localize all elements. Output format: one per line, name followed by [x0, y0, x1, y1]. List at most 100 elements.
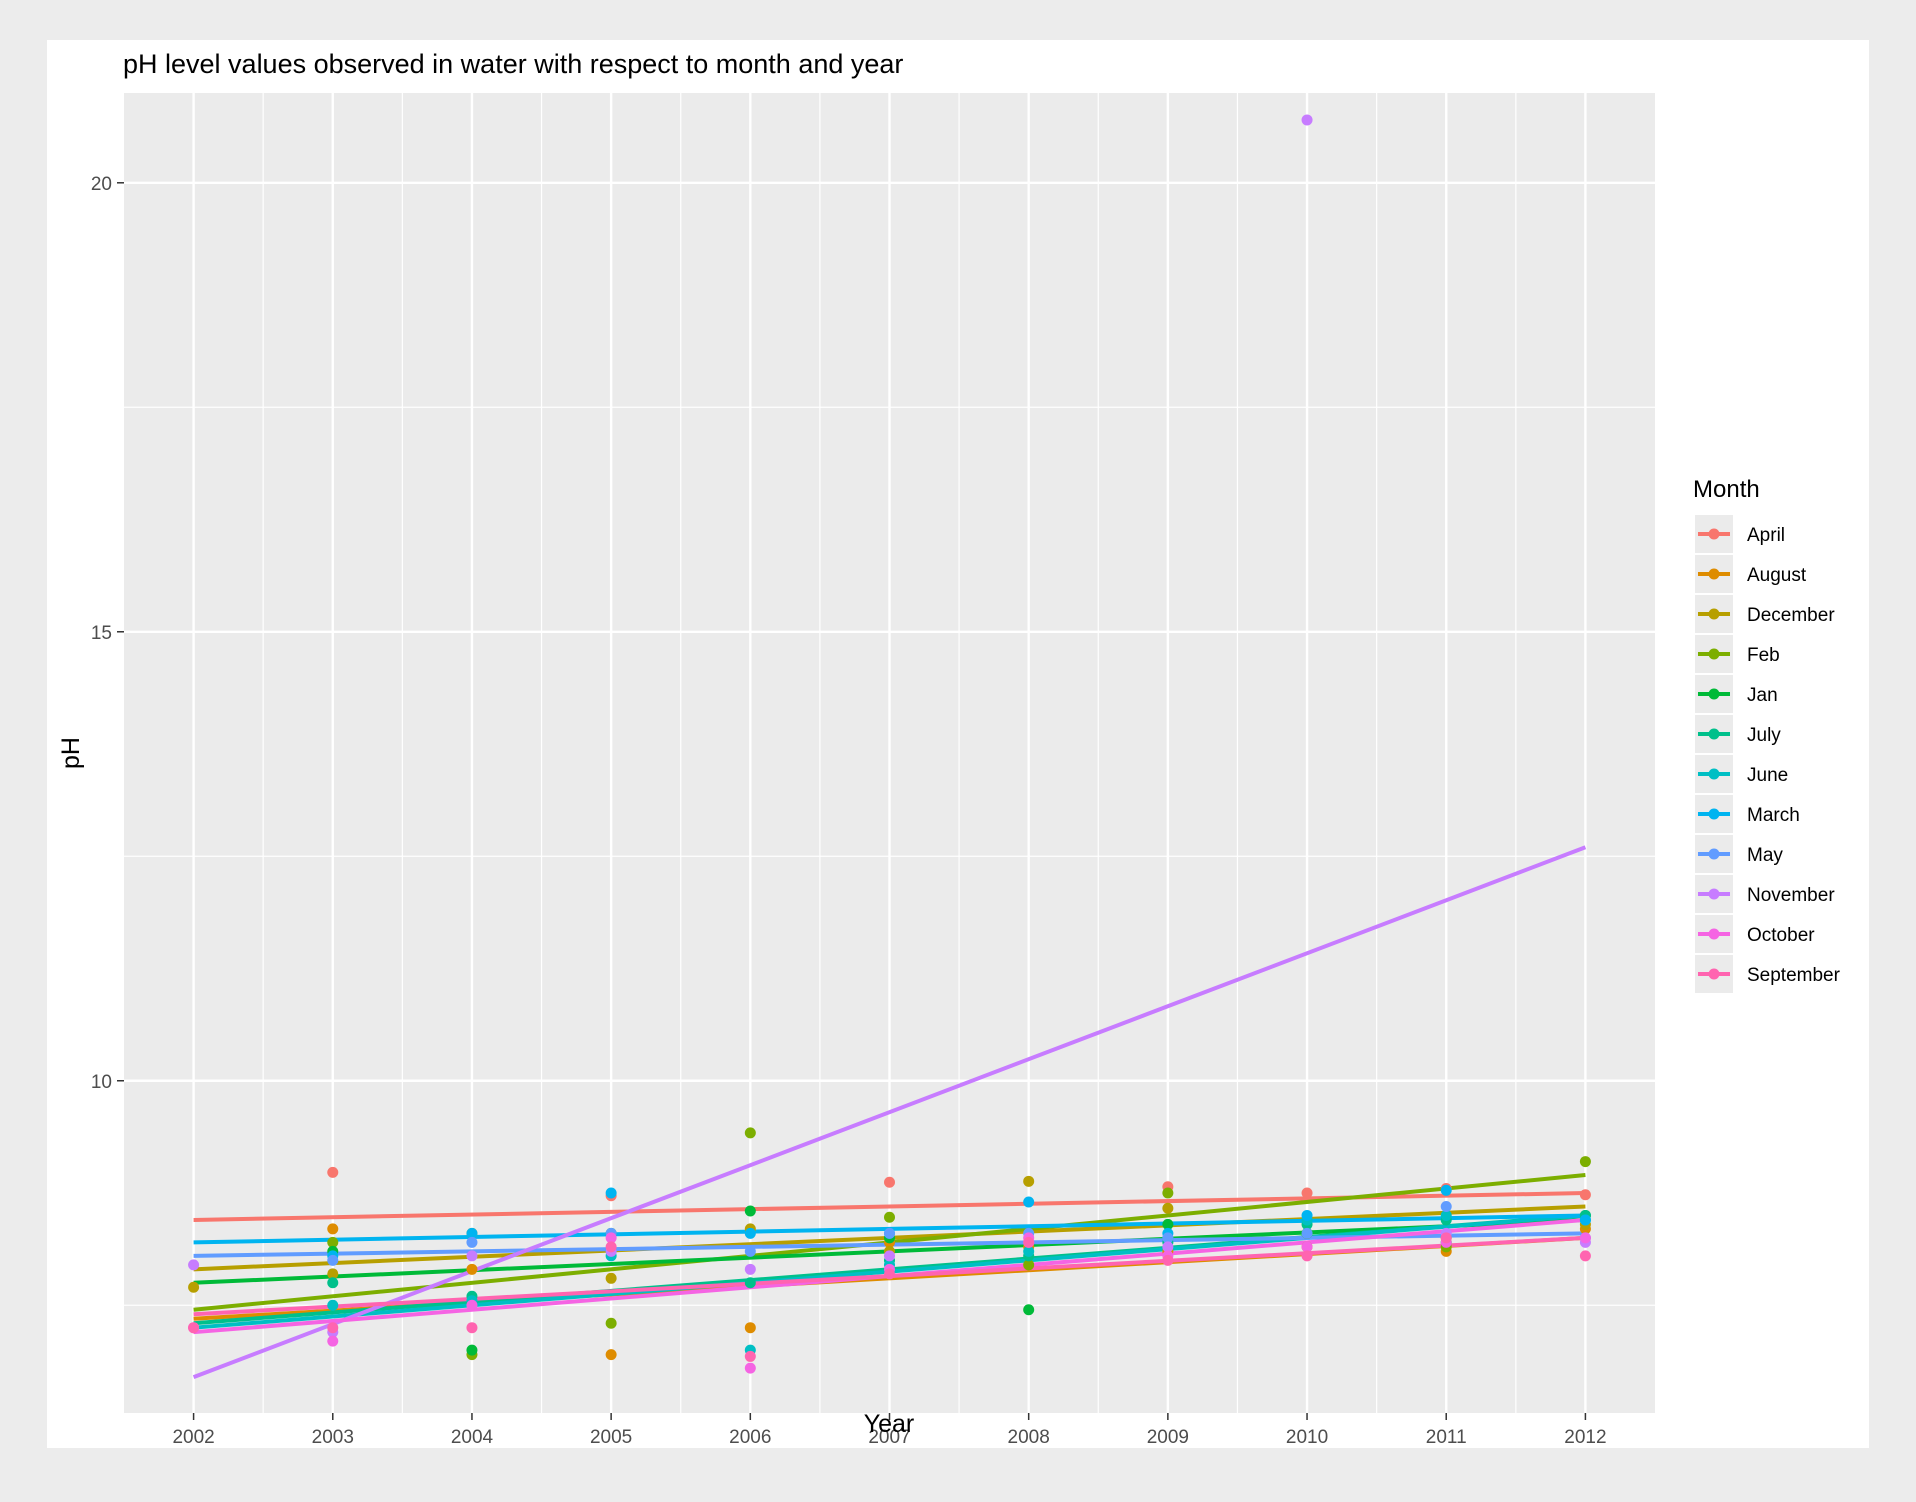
y-tick-label: 15 [91, 623, 112, 644]
legend-label: May [1747, 845, 1783, 866]
x-tick-label: 2007 [868, 1427, 910, 1448]
x-tick-label: 2011 [1426, 1427, 1467, 1448]
data-point-october [744, 1362, 756, 1374]
legend-item-march: March [1695, 795, 1800, 833]
data-point-october [605, 1232, 617, 1244]
legend-key-point [1708, 928, 1720, 940]
data-point-november [188, 1259, 200, 1271]
data-point-may [1162, 1232, 1174, 1244]
data-point-feb [744, 1127, 756, 1139]
data-point-september [1023, 1236, 1035, 1248]
data-point-may [327, 1254, 339, 1266]
legend-label: Jan [1747, 685, 1778, 706]
trend-line-november [192, 845, 1587, 1379]
chart-title: pH level values observed in water with r… [123, 49, 903, 79]
legend-item-feb: Feb [1695, 635, 1780, 673]
data-point-jan [1162, 1218, 1174, 1230]
legend-key-point [1708, 568, 1720, 580]
data-point-july [327, 1277, 339, 1289]
legend-label: August [1747, 565, 1807, 586]
data-point-feb [1579, 1156, 1591, 1168]
data-point-november [744, 1263, 756, 1275]
legend-key-point [1708, 608, 1720, 620]
legend-item-october: October [1695, 915, 1815, 953]
legend-label: December [1747, 605, 1835, 626]
data-point-march [1579, 1214, 1591, 1226]
data-point-jan [744, 1205, 756, 1217]
legend-key-point [1708, 968, 1720, 980]
data-point-feb [327, 1236, 339, 1248]
data-point-december [188, 1281, 200, 1293]
axis-ticks: 2002 2003 2004 2005 2006 2007 2008 2009 2010 2011… [91, 174, 1607, 1448]
legend-item-september: September [1695, 955, 1841, 993]
data-point-august [605, 1349, 617, 1361]
data-point-feb [1023, 1259, 1035, 1271]
legend-item-april: April [1695, 515, 1785, 553]
data-point-march [1023, 1196, 1035, 1208]
x-tick-label: 2004 [451, 1427, 494, 1448]
legend-item-may: May [1695, 835, 1783, 873]
data-point-september [1301, 1250, 1313, 1262]
x-tick-label: 2010 [1286, 1427, 1328, 1448]
data-point-november [466, 1250, 478, 1262]
legend-item-november: November [1695, 875, 1835, 913]
data-point-november [884, 1250, 895, 1262]
data-point-november [1301, 114, 1313, 126]
data-point-feb [884, 1211, 895, 1223]
data-point-may [744, 1245, 756, 1257]
data-point-september [1579, 1250, 1591, 1262]
data-point-october [327, 1335, 339, 1347]
chart: pH level values observed in water with r… [57, 49, 1841, 1448]
data-point-october [1301, 1241, 1313, 1253]
data-point-september [1440, 1232, 1452, 1244]
x-tick-label: 2008 [1008, 1427, 1050, 1448]
legend-key-point [1708, 728, 1720, 740]
legend-key-point [1708, 848, 1720, 860]
legend-key-point [1708, 528, 1720, 540]
grid [124, 93, 1655, 1413]
x-tick-label: 2005 [590, 1427, 632, 1448]
legend-key-point [1708, 648, 1720, 660]
legend-key-point [1708, 768, 1720, 780]
data-point-december [605, 1272, 617, 1284]
data-point-april [1301, 1187, 1313, 1199]
data-point-november [1162, 1241, 1174, 1253]
data-point-september [327, 1322, 339, 1334]
data-point-march [1440, 1184, 1452, 1196]
legend-label: Feb [1747, 645, 1780, 666]
data-point-august [327, 1223, 339, 1235]
legend-item-jan: Jan [1695, 675, 1778, 713]
x-tick-label: 2012 [1564, 1427, 1606, 1448]
legend-label: March [1747, 805, 1800, 826]
y-tick-label: 20 [91, 174, 112, 195]
data-point-feb [1162, 1187, 1174, 1199]
legend-item-july: July [1695, 715, 1781, 753]
data-point-may [884, 1227, 895, 1239]
data-point-may [466, 1236, 478, 1248]
data-point-april [884, 1176, 895, 1188]
data-point-march [744, 1227, 756, 1239]
data-point-august [466, 1263, 478, 1275]
legend-label: September [1747, 965, 1841, 986]
legend-item-june: June [1695, 755, 1788, 793]
legend-label: April [1747, 525, 1785, 546]
legend-label: October [1747, 925, 1815, 946]
data-point-december [1162, 1202, 1174, 1214]
data-point-march [1301, 1209, 1313, 1221]
data-point-june [1023, 1245, 1035, 1257]
data-point-september [188, 1322, 200, 1334]
legend-label: July [1747, 725, 1781, 746]
data-point-september [1162, 1254, 1174, 1266]
legend-key-point [1708, 808, 1720, 820]
x-tick-label: 2009 [1147, 1427, 1189, 1448]
x-tick-label: 2006 [729, 1427, 771, 1448]
legend-title: Month [1693, 476, 1760, 503]
data-point-july [744, 1277, 756, 1289]
data-point-april [1579, 1189, 1591, 1201]
data-point-jan [466, 1344, 478, 1356]
legend-label: November [1747, 885, 1835, 906]
legend-label: June [1747, 765, 1788, 786]
y-axis-title: pH [57, 737, 85, 769]
legend-item-december: December [1695, 595, 1835, 633]
data-point-feb [605, 1317, 617, 1329]
